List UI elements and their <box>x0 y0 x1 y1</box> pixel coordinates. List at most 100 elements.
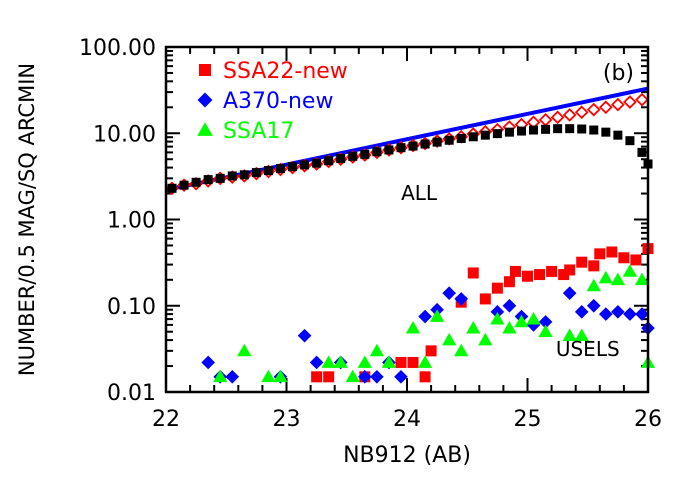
data-point <box>466 320 481 334</box>
data-point <box>419 371 431 383</box>
data-point <box>417 355 433 368</box>
data-point <box>586 298 601 313</box>
plot-frame <box>164 45 650 394</box>
legend-label: SSA17 <box>223 119 294 144</box>
data-point <box>442 332 457 346</box>
data-point <box>324 156 334 166</box>
data-point <box>418 309 432 324</box>
data-point <box>623 307 637 321</box>
data-point <box>502 320 517 334</box>
data-point <box>514 314 529 328</box>
data-point <box>550 110 565 125</box>
panel-label: (b) <box>603 61 634 86</box>
data-point <box>381 355 397 368</box>
x-tick-label: 24 <box>393 407 421 432</box>
data-point <box>309 355 324 370</box>
data-point <box>191 177 201 187</box>
data-point <box>454 343 469 357</box>
data-point <box>625 136 635 146</box>
data-point <box>360 149 370 159</box>
data-point <box>630 254 642 266</box>
data-point <box>558 269 570 281</box>
data-point <box>509 265 521 277</box>
data-point <box>492 129 502 139</box>
data-point <box>577 124 587 134</box>
data-point <box>407 356 419 368</box>
x-tick-label: 26 <box>634 407 662 432</box>
data-point <box>467 267 479 279</box>
data-point <box>297 328 312 343</box>
data-point <box>323 371 335 383</box>
data-point <box>635 307 649 321</box>
series-a370-new <box>201 286 655 384</box>
legend-label: A370-new <box>223 89 333 114</box>
y-tick-label: 0.01 <box>107 381 156 406</box>
data-point <box>201 355 215 370</box>
data-point <box>622 264 638 277</box>
data-point <box>635 92 649 107</box>
data-point <box>333 355 348 368</box>
data-point <box>589 125 599 135</box>
x-tick-label: 22 <box>152 407 180 432</box>
data-point <box>541 124 551 134</box>
data-point <box>634 272 650 286</box>
data-point <box>564 264 576 276</box>
legend-marker <box>197 122 213 136</box>
data-point <box>336 153 346 163</box>
data-point <box>456 133 466 143</box>
data-point <box>203 175 213 185</box>
data-point <box>261 369 276 383</box>
data-point <box>468 132 478 142</box>
data-point <box>213 369 228 383</box>
data-point <box>611 97 625 112</box>
data-point <box>311 371 323 383</box>
data-point <box>370 369 384 384</box>
y-tick-label: 10.00 <box>93 122 156 147</box>
data-point <box>425 345 437 357</box>
data-point <box>546 265 558 277</box>
data-point <box>251 168 261 178</box>
data-point <box>586 102 601 117</box>
data-point <box>606 246 618 258</box>
data-point <box>478 332 493 346</box>
data-point <box>480 130 490 140</box>
data-point <box>288 162 298 172</box>
legend-marker <box>199 64 211 76</box>
data-point <box>312 158 322 168</box>
data-point <box>529 125 539 135</box>
data-point <box>429 309 445 322</box>
data-point <box>502 298 517 313</box>
data-point <box>562 108 577 122</box>
data-point <box>321 355 336 368</box>
data-point <box>574 305 589 319</box>
data-point <box>574 105 589 120</box>
data-point <box>637 147 647 157</box>
data-point <box>348 151 358 161</box>
y-tick-label: 0.10 <box>107 295 156 320</box>
data-point <box>490 311 505 325</box>
data-point <box>618 252 630 264</box>
data-point <box>372 147 382 157</box>
data-point <box>454 292 469 306</box>
data-point <box>562 286 577 300</box>
data-point <box>516 126 526 136</box>
data-point <box>598 100 613 115</box>
data-point <box>215 173 225 183</box>
data-point <box>167 183 177 193</box>
data-point <box>345 369 360 383</box>
data-point <box>538 324 553 338</box>
data-point <box>562 328 577 342</box>
data-point <box>479 293 491 305</box>
data-point <box>237 343 252 357</box>
data-point <box>300 160 310 170</box>
data-point <box>405 320 421 334</box>
data-point <box>588 260 600 272</box>
data-point <box>574 328 589 342</box>
annotation-usels: USELS <box>556 337 620 361</box>
data-point <box>444 135 454 145</box>
data-point <box>396 143 406 153</box>
data-point <box>598 270 613 284</box>
data-point <box>613 130 623 140</box>
data-point <box>225 369 240 384</box>
data-point <box>526 311 541 325</box>
